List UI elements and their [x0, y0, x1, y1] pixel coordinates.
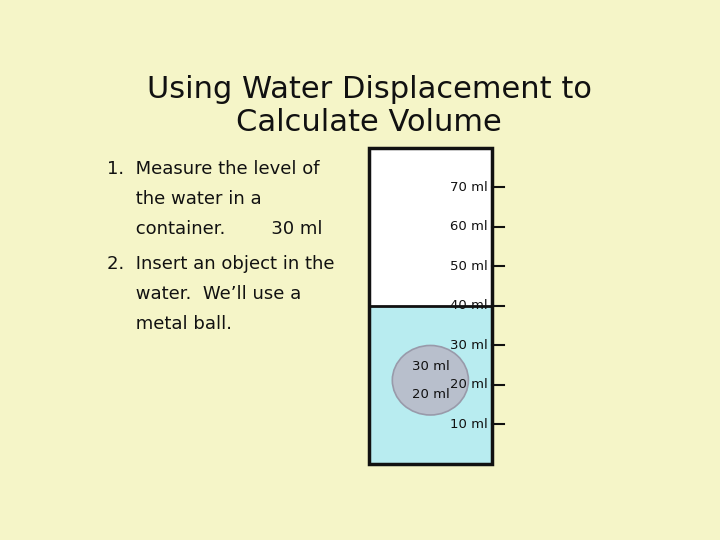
- Text: 20 ml: 20 ml: [449, 379, 487, 392]
- Text: 40 ml: 40 ml: [450, 300, 487, 313]
- Bar: [369, 306, 492, 464]
- Ellipse shape: [392, 346, 469, 415]
- Bar: [369, 148, 492, 464]
- Text: Using Water Displacement to: Using Water Displacement to: [147, 75, 591, 104]
- Text: container.        30 ml: container. 30 ml: [107, 220, 323, 238]
- Text: 1.  Measure the level of: 1. Measure the level of: [107, 160, 319, 178]
- Text: 30 ml: 30 ml: [412, 360, 449, 373]
- Text: 10 ml: 10 ml: [449, 418, 487, 431]
- Text: 2.  Insert an object in the: 2. Insert an object in the: [107, 255, 334, 273]
- Text: water.  We’ll use a: water. We’ll use a: [107, 285, 301, 303]
- Text: 60 ml: 60 ml: [450, 220, 487, 233]
- Bar: [369, 148, 492, 306]
- Text: 30 ml: 30 ml: [449, 339, 487, 352]
- Text: 20 ml: 20 ml: [412, 388, 449, 401]
- Text: the water in a: the water in a: [107, 191, 261, 208]
- Text: metal ball.: metal ball.: [107, 315, 232, 333]
- Text: 70 ml: 70 ml: [449, 181, 487, 194]
- Text: 50 ml: 50 ml: [449, 260, 487, 273]
- Text: Calculate Volume: Calculate Volume: [236, 109, 502, 138]
